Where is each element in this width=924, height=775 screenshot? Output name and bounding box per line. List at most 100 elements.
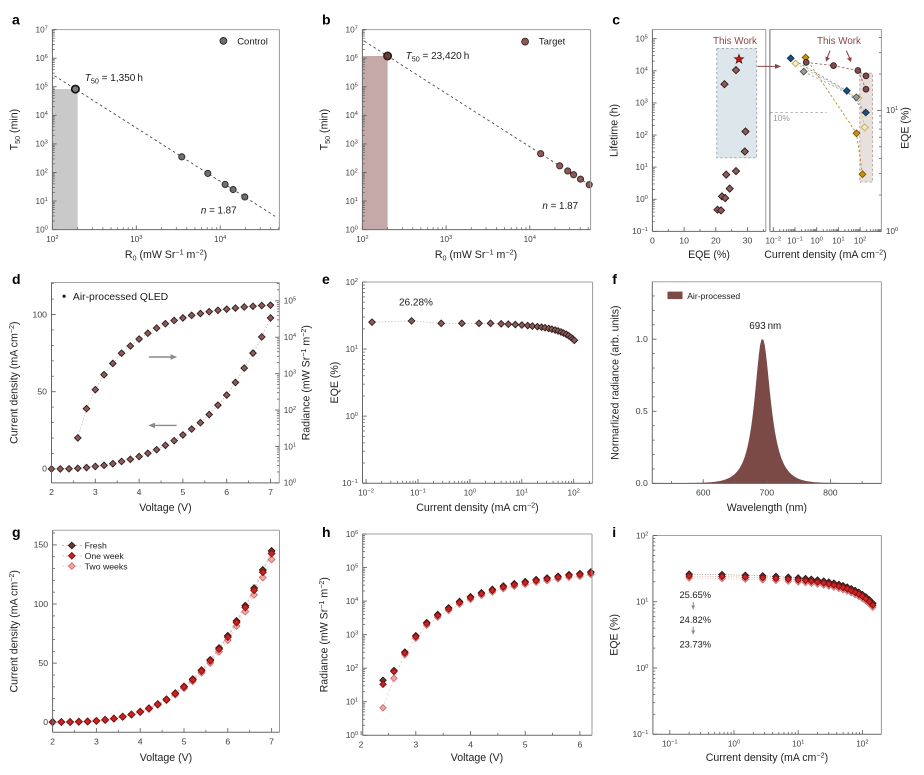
svg-text:5: 5 [180, 487, 185, 497]
svg-text:101: 101 [636, 163, 648, 172]
svg-text:Radiance (mW Sr−1​ m−2​): Radiance (mW Sr−1​ m−2​) [317, 577, 330, 692]
svg-text:24.82%: 24.82% [680, 615, 712, 625]
svg-text:3: 3 [413, 740, 418, 750]
svg-text:a: a [12, 12, 20, 28]
svg-text:0: 0 [42, 464, 47, 474]
svg-text:104: 104 [346, 111, 359, 120]
svg-text:f: f [612, 271, 617, 287]
svg-text:Current density (mA cm−2​): Current density (mA cm−2​) [706, 750, 828, 763]
svg-text:One week: One week [85, 551, 125, 561]
svg-text:100: 100 [34, 599, 49, 609]
svg-text:103: 103 [36, 140, 48, 149]
svg-text:101: 101 [516, 489, 528, 498]
svg-text:Current density (mA cm−2​): Current density (mA cm−2​) [7, 321, 20, 443]
svg-text:23.73%: 23.73% [680, 639, 712, 649]
svg-text:107: 107 [346, 25, 358, 34]
svg-text:10: 10 [679, 236, 689, 246]
svg-text:T50​ = 23,420 h: T50​ = 23,420 h [406, 51, 470, 63]
svg-text:EQE (%): EQE (%) [688, 249, 730, 261]
svg-text:e: e [322, 271, 330, 287]
svg-text:104: 104 [36, 111, 49, 120]
svg-text:n = 1.87: n = 1.87 [542, 201, 578, 212]
svg-text:Current density (mA cm−2​): Current density (mA cm−2​) [416, 501, 538, 514]
svg-text:100: 100 [728, 740, 740, 749]
svg-text:105: 105 [346, 83, 358, 92]
svg-text:6: 6 [577, 740, 582, 750]
svg-text:102: 102 [284, 406, 296, 415]
svg-text:This Work: This Work [713, 36, 757, 47]
svg-text:102: 102 [636, 531, 648, 540]
svg-text:2: 2 [49, 487, 54, 497]
svg-text:105: 105 [284, 297, 296, 306]
svg-text:T50​ = 1,350 h: T50​ = 1,350 h [85, 73, 143, 85]
svg-text:EQE (%): EQE (%) [329, 362, 341, 404]
svg-text:100: 100 [636, 664, 648, 673]
svg-text:101: 101 [636, 598, 648, 607]
svg-text:10−1: 10−1 [632, 227, 648, 236]
svg-text:101: 101 [792, 740, 804, 749]
svg-text:4: 4 [468, 740, 473, 750]
svg-text:103: 103 [346, 140, 358, 149]
svg-text:EQE (%): EQE (%) [900, 107, 912, 149]
svg-text:0.0: 0.0 [636, 478, 648, 488]
svg-text:103: 103 [636, 99, 648, 108]
svg-text:105: 105 [346, 563, 358, 572]
svg-text:This Work: This Work [817, 36, 861, 47]
svg-text:102: 102 [854, 237, 866, 246]
svg-text:T50​ (min): T50​ (min) [9, 109, 22, 151]
svg-text:10−1: 10−1 [662, 740, 678, 749]
svg-text:4: 4 [137, 487, 142, 497]
svg-text:101: 101 [832, 237, 844, 246]
svg-text:30: 30 [743, 236, 753, 246]
svg-text:102: 102 [346, 168, 358, 177]
svg-text:Current density (mA cm−2​): Current density (mA cm−2​) [7, 570, 20, 692]
svg-text:100: 100 [346, 225, 358, 234]
svg-text:10−1: 10−1 [633, 730, 649, 739]
svg-text:103: 103 [130, 235, 142, 244]
svg-text:105: 105 [36, 83, 48, 92]
svg-text:800: 800 [823, 488, 838, 498]
svg-text:700: 700 [760, 488, 775, 498]
svg-text:c: c [612, 12, 620, 28]
svg-text:2: 2 [359, 740, 364, 750]
svg-text:101: 101 [36, 197, 48, 206]
svg-text:101: 101 [346, 345, 358, 354]
svg-text:10−1: 10−1 [342, 479, 358, 488]
svg-text:EQE (%): EQE (%) [609, 614, 621, 656]
svg-text:107: 107 [36, 25, 48, 34]
svg-text:Air-processed QLED: Air-processed QLED [73, 292, 168, 303]
svg-text:100: 100 [33, 309, 48, 319]
svg-text:0: 0 [43, 717, 48, 727]
svg-text:Control: Control [237, 36, 268, 47]
svg-text:102: 102 [856, 740, 868, 749]
svg-text:101: 101 [346, 698, 358, 707]
svg-text:h: h [322, 524, 331, 540]
svg-text:n = 1.87: n = 1.87 [201, 206, 237, 217]
svg-text:5: 5 [523, 740, 528, 750]
svg-text:3: 3 [93, 487, 98, 497]
svg-text:100: 100 [346, 412, 358, 421]
svg-text:104: 104 [284, 333, 297, 342]
svg-text:T50​ (min): T50​ (min) [319, 109, 332, 151]
svg-text:100: 100 [886, 227, 898, 236]
svg-text:26.28%: 26.28% [399, 297, 433, 308]
svg-text:50: 50 [38, 658, 48, 668]
svg-text:10−2: 10−2 [358, 489, 374, 498]
svg-text:103: 103 [440, 235, 452, 244]
svg-text:4: 4 [138, 737, 143, 747]
svg-text:104: 104 [636, 67, 649, 76]
svg-text:104: 104 [524, 235, 537, 244]
svg-text:102: 102 [346, 278, 358, 287]
svg-text:105: 105 [636, 34, 648, 43]
svg-text:7: 7 [269, 737, 274, 747]
svg-text:Lifetime (h): Lifetime (h) [609, 104, 621, 157]
svg-text:b: b [322, 12, 331, 28]
svg-text:102: 102 [36, 168, 48, 177]
svg-text:100: 100 [636, 195, 648, 204]
svg-text:104: 104 [214, 235, 227, 244]
svg-text:i: i [612, 524, 616, 540]
svg-text:10−2: 10−2 [765, 237, 781, 246]
svg-text:102: 102 [568, 489, 580, 498]
svg-text:106: 106 [346, 530, 358, 539]
svg-text:Voltage (V): Voltage (V) [451, 752, 503, 764]
